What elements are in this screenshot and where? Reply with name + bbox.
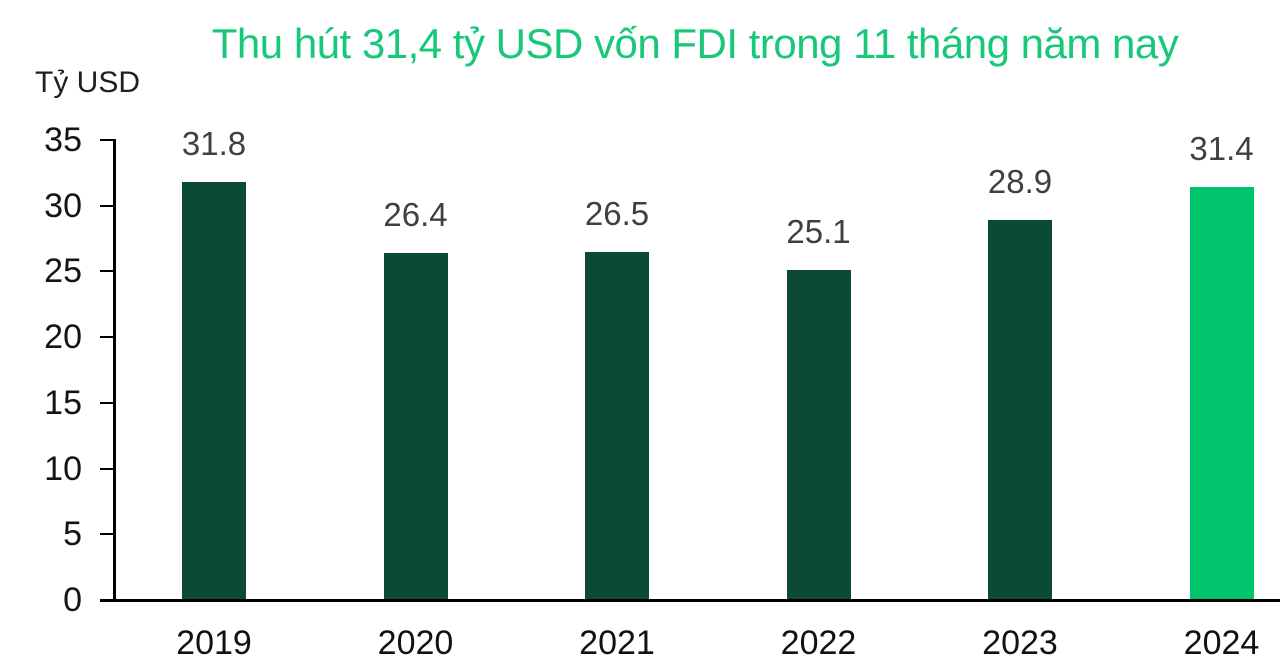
bar-2024 (1189, 187, 1254, 599)
bar-value-label-2021: 26.5 (584, 194, 650, 232)
y-tick-label-15: 15 (44, 383, 82, 422)
y-tick-label-25: 25 (44, 252, 82, 291)
y-tick-label-30: 30 (44, 186, 82, 225)
bar-2023 (988, 220, 1052, 599)
y-tick-label-10: 10 (44, 449, 82, 488)
bar-value-label-2019: 31.8 (181, 125, 247, 163)
x-axis-label-2023: 2023 (982, 624, 1058, 662)
y-tick-15 (100, 401, 113, 404)
y-tick-label-0: 0 (63, 581, 82, 619)
y-tick-label-5: 5 (63, 515, 82, 554)
x-axis-label-2021: 2021 (579, 624, 655, 662)
y-tick-label-35: 35 (44, 121, 82, 159)
x-axis-label-2019: 2019 (176, 624, 252, 662)
x-axis-label-2022: 2022 (780, 624, 857, 662)
y-tick-20 (100, 336, 113, 339)
y-tick-30 (100, 204, 113, 207)
y-tick-35 (100, 139, 113, 141)
y-tick-10 (100, 467, 113, 470)
x-axis-label-2024: 2024 (1183, 624, 1260, 662)
bar-2022 (786, 270, 851, 599)
bar-2020 (383, 253, 448, 599)
y-tick-25 (100, 270, 113, 273)
y-tick-label-20: 20 (44, 318, 82, 357)
bar-2021 (585, 251, 649, 599)
bar-value-label-2024: 31.4 (1189, 130, 1254, 168)
y-axis-line (113, 139, 116, 602)
bar-2019 (182, 182, 246, 599)
chart-title: Thu hút 31,4 tỷ USD vốn FDI trong 11 thá… (211, 20, 1179, 67)
x-axis-line (100, 599, 1280, 602)
y-axis-unit-label: Tỷ USD (35, 66, 140, 99)
y-tick-0 (100, 599, 113, 601)
y-tick-5 (100, 533, 113, 536)
bar-value-label-2022: 25.1 (786, 213, 851, 251)
x-axis-label-2020: 2020 (377, 624, 454, 662)
bar-value-label-2023: 28.9 (987, 163, 1053, 201)
bar-value-label-2020: 26.4 (383, 196, 448, 234)
